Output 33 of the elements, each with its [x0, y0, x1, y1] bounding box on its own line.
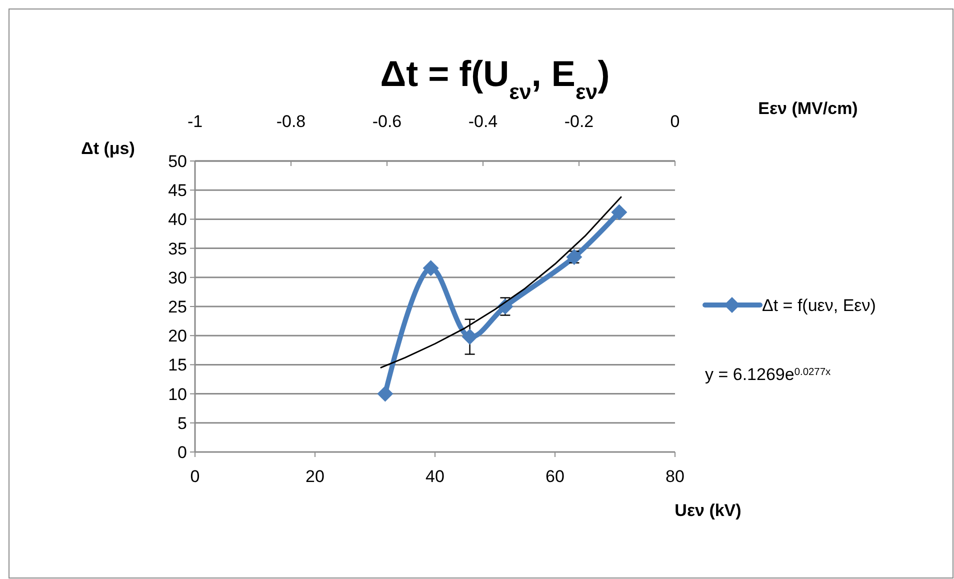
- y-tick-label: 25: [168, 297, 187, 316]
- line-series: [380, 196, 622, 368]
- point: [611, 204, 628, 220]
- x-tick-label: 20: [306, 467, 324, 486]
- x2-tick-label: -1: [187, 112, 203, 131]
- y-tick-label: 30: [168, 268, 187, 288]
- x2-tick-label: -0.6: [372, 112, 402, 131]
- y-tick-label: 20: [168, 326, 187, 346]
- x-tick-label: 40: [426, 467, 444, 486]
- y-tick-label: 45: [168, 181, 187, 200]
- y-axis-title: Δt (μs): [81, 139, 135, 158]
- x-tick-label: 60: [546, 467, 564, 486]
- x-tick-label: 0: [190, 467, 200, 486]
- y-tick-label: 35: [168, 239, 187, 258]
- y-tick-label: 10: [168, 384, 187, 404]
- x-axis-title: Uεν (kV): [674, 501, 742, 520]
- point: [462, 328, 478, 345]
- point: [377, 386, 394, 402]
- x2-tick-label: -0.4: [468, 112, 498, 131]
- x2-tick-label: -0.2: [564, 112, 594, 131]
- x-tick-label: 80: [666, 467, 684, 486]
- y-tick-label: 0: [178, 442, 187, 462]
- x2-tick-label: 0: [670, 112, 680, 131]
- y-tick-label: 15: [168, 356, 187, 375]
- y-tick-label: 5: [178, 414, 187, 433]
- legend-label: Δt = f(uεν, Eεν): [762, 296, 876, 315]
- x2-axis-title: Eεν (MV/cm): [758, 99, 858, 118]
- text: y = 6.1269e$^{0.0277x}$: [705, 365, 831, 384]
- y-tick-label: 40: [168, 210, 187, 230]
- x2-tick-label: -0.8: [276, 112, 306, 131]
- chart-title: Δt = f(U$_{εν}$, E$_{εν}$): [380, 53, 610, 104]
- point: [422, 260, 439, 276]
- y-tick-label: 50: [168, 152, 187, 171]
